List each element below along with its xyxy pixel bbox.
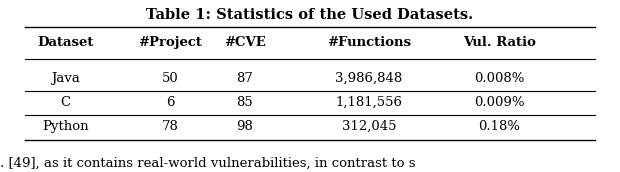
Text: Python: Python: [42, 120, 89, 133]
Text: 0.009%: 0.009%: [474, 96, 525, 109]
Text: Vul. Ratio: Vul. Ratio: [463, 36, 536, 49]
Text: 3,986,848: 3,986,848: [335, 72, 402, 85]
Text: 98: 98: [236, 120, 254, 133]
Text: Java: Java: [51, 72, 79, 85]
Text: #CVE: #CVE: [224, 36, 266, 49]
Text: #Functions: #Functions: [327, 36, 411, 49]
Text: 312,045: 312,045: [342, 120, 396, 133]
Text: 1,181,556: 1,181,556: [335, 96, 402, 109]
Text: . [49], as it contains real-world vulnerabilities, in contrast to s: . [49], as it contains real-world vulner…: [0, 157, 415, 170]
Text: 0.18%: 0.18%: [478, 120, 520, 133]
Text: 6: 6: [166, 96, 175, 109]
Text: Dataset: Dataset: [37, 36, 93, 49]
Text: #Project: #Project: [138, 36, 203, 49]
Text: C: C: [60, 96, 70, 109]
Text: 85: 85: [236, 96, 254, 109]
Text: 87: 87: [236, 72, 254, 85]
Text: 78: 78: [162, 120, 179, 133]
Text: 50: 50: [162, 72, 179, 85]
Text: 0.008%: 0.008%: [474, 72, 525, 85]
Text: Table 1: Statistics of the Used Datasets.: Table 1: Statistics of the Used Datasets…: [146, 8, 474, 22]
